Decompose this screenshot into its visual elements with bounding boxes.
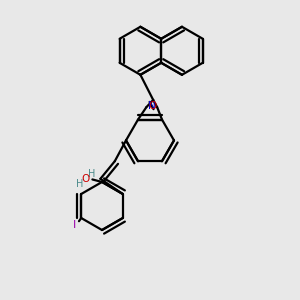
- Text: N: N: [148, 101, 155, 111]
- Text: H: H: [88, 169, 95, 179]
- Text: O: O: [148, 101, 156, 111]
- Text: I: I: [73, 220, 76, 230]
- Text: H: H: [76, 178, 83, 189]
- Text: O: O: [82, 174, 90, 184]
